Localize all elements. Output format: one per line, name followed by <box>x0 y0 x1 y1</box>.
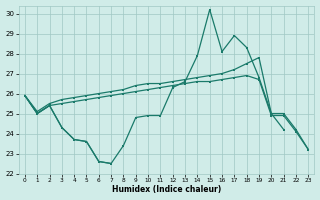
X-axis label: Humidex (Indice chaleur): Humidex (Indice chaleur) <box>112 185 221 194</box>
